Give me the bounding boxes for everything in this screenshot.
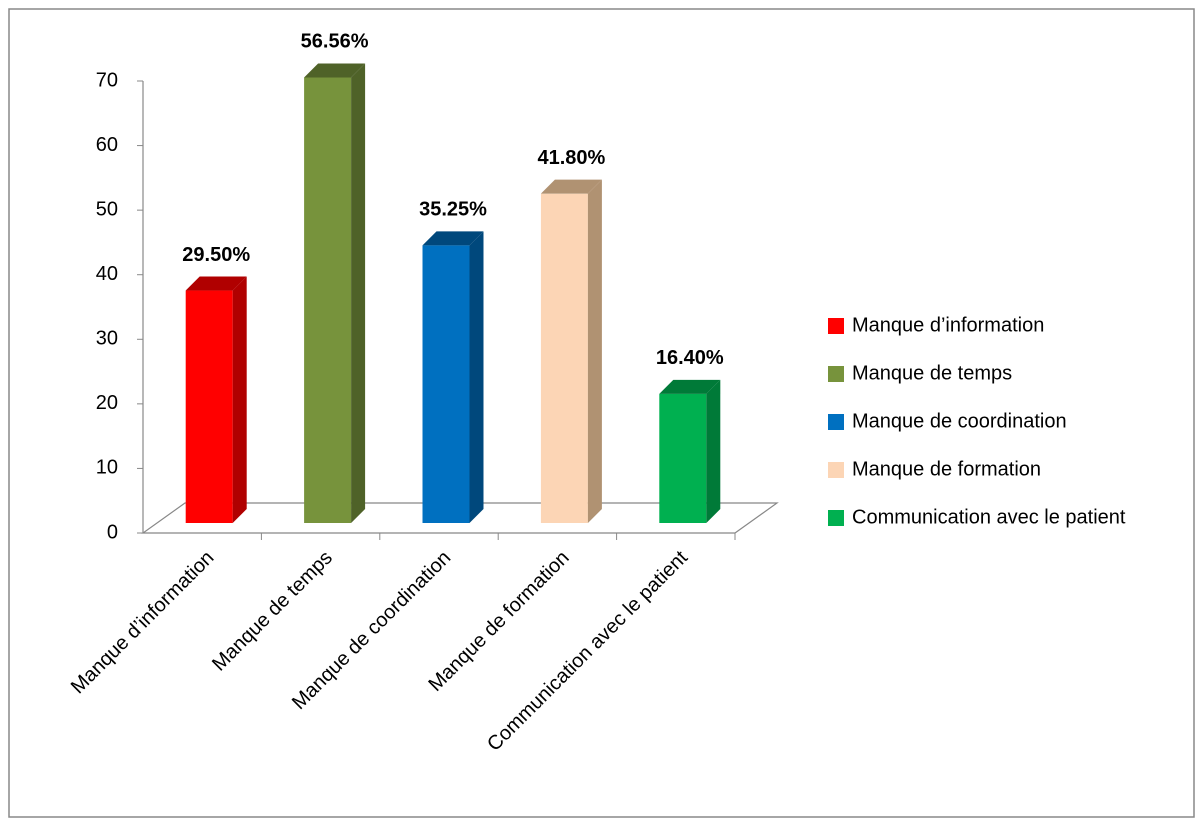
legend-swatch xyxy=(828,462,844,478)
legend-label: Manque de formation xyxy=(852,458,1041,480)
legend-label: Manque d’information xyxy=(852,314,1044,336)
y-tick-label: 10 xyxy=(96,457,118,479)
value-label: 41.80% xyxy=(537,147,605,169)
bar-top xyxy=(540,179,602,194)
bar-side xyxy=(706,379,721,523)
bar-top xyxy=(185,276,247,291)
bar-front xyxy=(185,290,233,523)
y-tick-label: 0 xyxy=(107,521,118,543)
bar-top xyxy=(422,231,484,246)
legend-label: Manque de coordination xyxy=(852,410,1067,432)
y-tick-label: 20 xyxy=(96,392,118,414)
legend-label: Manque de temps xyxy=(852,362,1012,384)
y-tick-label: 40 xyxy=(96,263,118,285)
legend-swatch xyxy=(828,366,844,382)
bar-front xyxy=(540,193,588,523)
bar-front xyxy=(659,393,707,523)
bar-side xyxy=(469,231,484,524)
value-label: 56.56% xyxy=(301,31,369,53)
value-label: 16.40% xyxy=(656,347,724,369)
bar-top xyxy=(659,379,721,394)
legend-swatch xyxy=(828,318,844,334)
bar-front xyxy=(304,77,352,523)
y-tick-label: 70 xyxy=(96,69,118,91)
legend-label: Communication avec le patient xyxy=(852,506,1126,528)
bar-top xyxy=(304,63,366,78)
y-tick-label: 50 xyxy=(96,198,118,220)
legend-swatch xyxy=(828,510,844,526)
bar-side xyxy=(232,276,247,523)
y-tick-label: 30 xyxy=(96,328,118,350)
bar-side xyxy=(587,179,602,523)
value-label: 29.50% xyxy=(182,244,250,266)
bar-side xyxy=(351,63,366,523)
y-tick-label: 60 xyxy=(96,134,118,156)
bar-front xyxy=(422,245,470,524)
legend-swatch xyxy=(828,414,844,430)
value-label: 35.25% xyxy=(419,199,487,221)
